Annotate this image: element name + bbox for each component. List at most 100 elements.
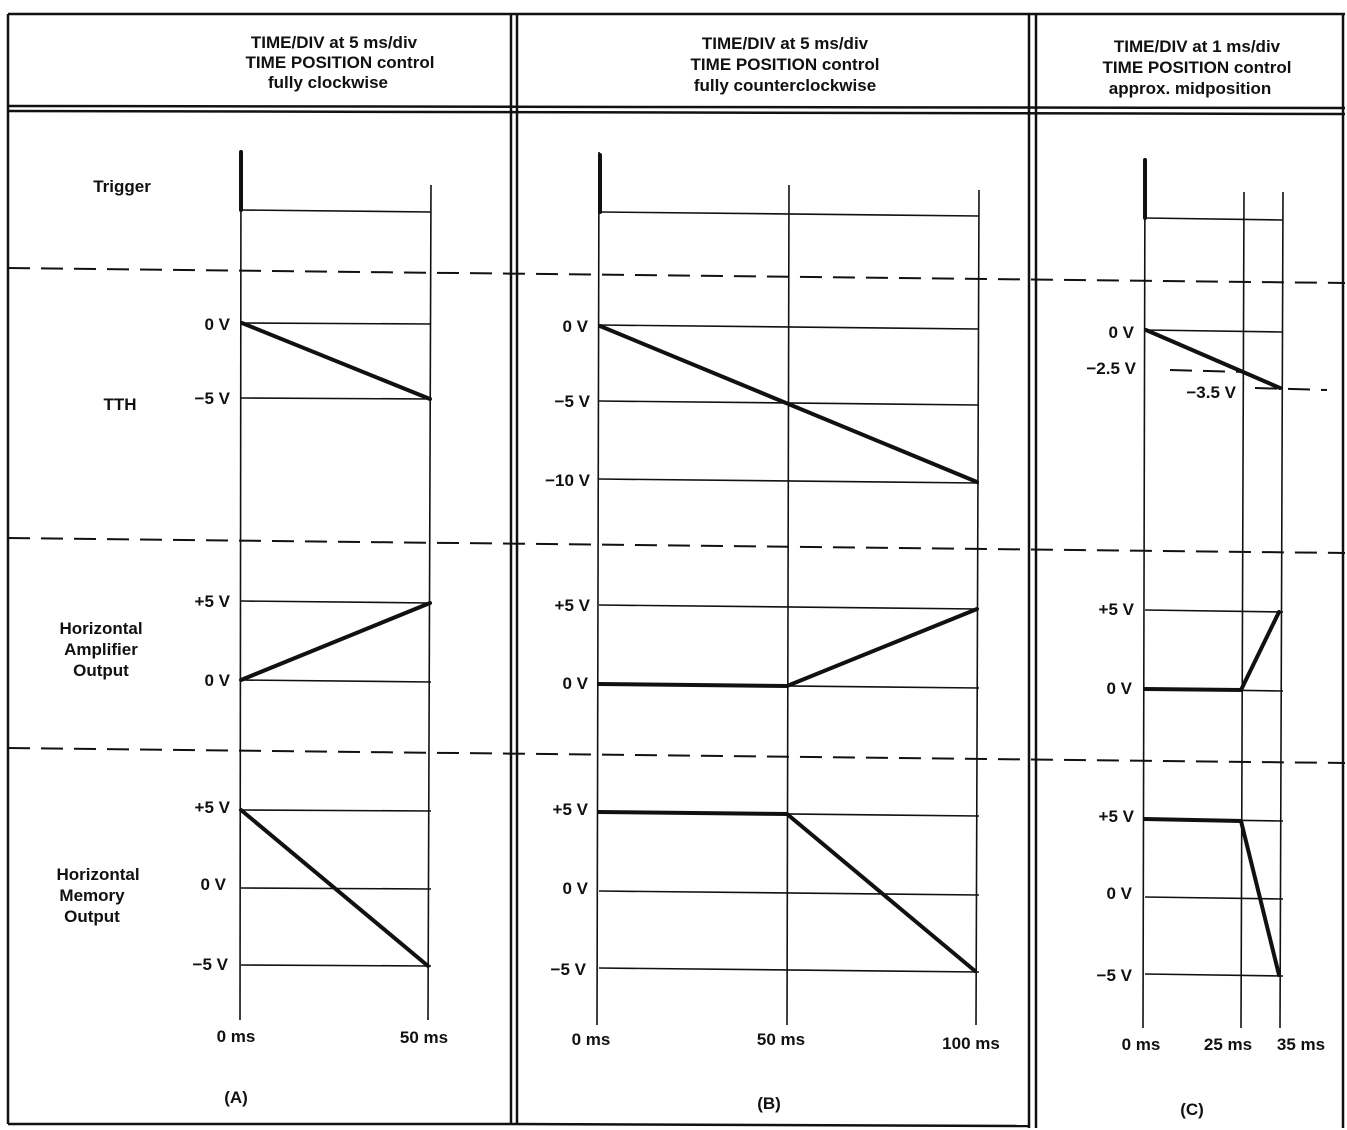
panel-b-t50-line [786,184,790,1026]
panel-c-amp-waveform [1143,610,1281,693]
row-labels: Trigger TTH Horizontal Amplifier Output … [56,177,151,926]
panel-c-t0-line [1142,157,1146,1029]
panel-c-tth-m3-5v-label: −3.5 V [1186,383,1236,402]
panel-c-amp-p5v-label: +5 V [1099,600,1135,619]
panel-b-time-50: 50 ms [757,1030,805,1049]
header-a-line2: TIME POSITION control [246,53,435,72]
panel-a-mem-0v-label: 0 V [200,875,226,894]
panel-b-trigger-base [599,211,980,217]
panel-c: 0 V −2.5 V −3.5 V +5 V 0 V +5 V 0 V −5 V… [1086,157,1328,1119]
panel-b-mem-waveform [597,810,977,973]
row-label-mem-3: Output [64,907,120,926]
separator-tth-amp [7,537,1346,554]
panel-b-tth-waveform [598,324,979,484]
panel-c-tth-m3-5v-marker [1254,387,1328,391]
panel-c-time-0: 0 ms [1122,1035,1161,1054]
panel-a-amp-p5v-label: +5 V [195,592,231,611]
panel-b-tth-m5v-label: −5 V [555,392,591,411]
panel-b-time-0: 0 ms [572,1030,611,1049]
panel-a-tth-0v-label: 0 V [204,315,230,334]
panel-c-mem-m5v-label: −5 V [1097,966,1133,985]
panel-c-amp-0v-label: 0 V [1106,679,1132,698]
panel-c-mem-waveform [1143,817,1281,977]
panel-b-amp-p5v-label: +5 V [555,596,591,615]
panel-a-mem-m5v-line [240,964,432,967]
panel-c-tth-waveform [1144,328,1282,390]
row-label-trigger: Trigger [93,177,151,196]
panel-b-tth-m10v-line [598,478,980,484]
header-c-line1: TIME/DIV at 1 ms/div [1114,37,1281,56]
panel-a-trigger-base [240,209,432,213]
panel-c-mem-m5v-line [1144,973,1284,977]
panel-b-amp-p5v-line [598,604,980,610]
panel-b-tth-0v-line [598,324,980,330]
header-c-line3: approx. midposition [1109,79,1271,98]
panel-a-mem-p5v-label: +5 V [195,798,231,817]
panel-b-caption: (B) [757,1094,781,1113]
separator-amp-mem [7,747,1346,764]
panel-a-tth-0v-line [240,322,432,325]
panel-a-t0-line [239,149,242,1021]
panel-a-time-50: 50 ms [400,1028,448,1047]
panel-a-tth-m5v-label: −5 V [195,389,231,408]
panel-b-time-100: 100 ms [942,1034,1000,1053]
panel-b-t0-line [596,151,600,1026]
panel-a-time-0: 0 ms [217,1027,256,1046]
panel-c-tth-0v-line [1144,329,1284,333]
panel-a-amp-0v-line [240,679,432,683]
panel-c-t35-line [1279,191,1284,1029]
panel-c-t25-line [1240,191,1245,1029]
panel-a-tth-m5v-line [240,397,432,400]
row-label-amp-1: Horizontal [59,619,142,638]
panel-b-mem-m5v-line [598,967,980,973]
header-b-line3: fully counterclockwise [694,76,876,95]
panel-a-caption: (A) [224,1088,248,1107]
panel-b: 0 V −5 V −10 V +5 V 0 V +5 V 0 V −5 V 0 … [545,151,1000,1113]
header-b-line1: TIME/DIV at 5 ms/div [702,34,869,53]
panel-a-mem-waveform [239,808,430,968]
panel-c-tth-m2-5v-marker [1169,369,1247,373]
panel-c-time-25: 25 ms [1204,1035,1252,1054]
panel-a-amp-0v-label: 0 V [204,671,230,690]
panel-c-mem-0v-label: 0 V [1106,884,1132,903]
panel-b-mem-m5v-label: −5 V [551,960,587,979]
panel-a-tth-waveform [240,321,432,401]
panel-b-mem-0v-line [598,890,980,896]
panel-c-mem-p5v-label: +5 V [1099,807,1135,826]
panel-a-mem-m5v-label: −5 V [193,955,229,974]
header-rule-1 [7,104,1346,110]
frame [6,12,1346,1128]
header-b-line2: TIME POSITION control [691,55,880,74]
header-c: TIME/DIV at 1 ms/div TIME POSITION contr… [1103,37,1292,98]
row-label-amp-2: Amplifier [64,640,138,659]
separator-trigger-tth [7,267,1346,284]
row-label-mem-2: Memory [59,886,125,905]
panel-c-tth-0v-label: 0 V [1108,323,1134,342]
panel-b-amp-0v-label: 0 V [562,674,588,693]
panel-b-tth-0v-label: 0 V [562,317,588,336]
panel-a-amp-p5v-line [240,600,432,604]
panel-c-tth-m2-5v-label: −2.5 V [1086,359,1136,378]
row-label-tth: TTH [103,395,136,414]
panel-b-mem-0v-label: 0 V [562,879,588,898]
panel-c-trigger-base [1144,217,1284,221]
header-a-line1: TIME/DIV at 5 ms/div [251,33,418,52]
header-a: TIME/DIV at 5 ms/div TIME POSITION contr… [246,33,435,92]
panel-c-caption: (C) [1180,1100,1204,1119]
header-a-line3: fully clockwise [268,73,388,92]
header-rule-2 [7,109,1346,116]
header-b: TIME/DIV at 5 ms/div TIME POSITION contr… [691,34,880,95]
panel-c-time-35: 35 ms [1277,1035,1325,1054]
row-separators [7,267,1346,764]
panel-b-tth-m10v-label: −10 V [545,471,591,490]
panel-b-amp-waveform [597,607,979,689]
header-c-line2: TIME POSITION control [1103,58,1292,77]
panel-b-mem-p5v-label: +5 V [553,800,589,819]
bottom-border-b [511,1122,1029,1128]
panel-a-amp-waveform [239,601,432,682]
panel-a-mem-p5v-line [240,809,432,812]
row-label-amp-3: Output [73,661,129,680]
panel-c-amp-p5v-line [1144,609,1284,613]
row-label-mem-1: Horizontal [56,865,139,884]
